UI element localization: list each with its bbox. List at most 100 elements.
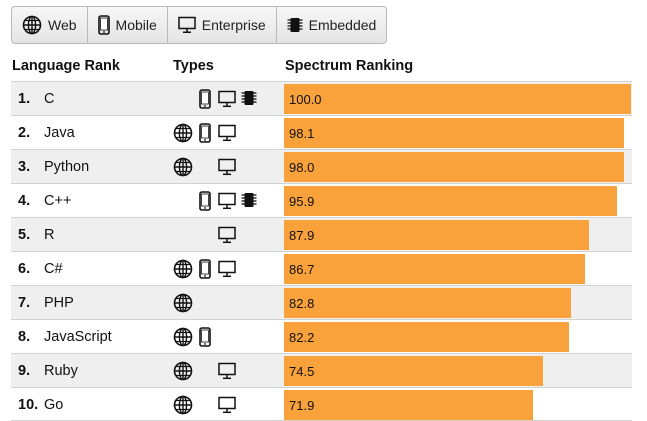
- globe-icon: [173, 123, 193, 143]
- table-row[interactable]: 9. Ruby 74.5: [11, 353, 632, 387]
- mobile-icon: [97, 15, 110, 35]
- globe-icon: [22, 15, 42, 35]
- chip-icon: [241, 89, 257, 107]
- filter-embedded-label: Embedded: [308, 17, 377, 33]
- filter-web-button[interactable]: Web: [12, 7, 88, 43]
- filter-embedded-button[interactable]: Embedded: [277, 7, 387, 43]
- rank-number: 9.: [18, 363, 31, 379]
- mobile-icon: [199, 327, 211, 347]
- table-row[interactable]: 6. C# 86.7: [11, 251, 632, 285]
- table-row[interactable]: 7. PHP 82.8: [11, 285, 632, 319]
- language-name: C++: [44, 193, 72, 209]
- rank-number: 5.: [18, 227, 31, 243]
- rank-number: 3.: [18, 159, 31, 175]
- globe-icon: [173, 259, 193, 279]
- type-icons: [171, 395, 281, 415]
- table-row[interactable]: 2. Java 98.1: [11, 115, 632, 149]
- spectrum-score: 86.7: [289, 262, 315, 277]
- globe-icon: [173, 327, 193, 347]
- table-row[interactable]: 1. C 100.0: [11, 81, 632, 115]
- ranking-table: 1. C 100.0 2. Java 98.1 3. Python 98.0 4. C++ 95.9 5…: [11, 81, 632, 421]
- globe-icon: [173, 293, 193, 313]
- type-icons: [171, 361, 281, 381]
- table-row[interactable]: 4. C++ 95.9: [11, 183, 632, 217]
- monitor-icon: [218, 158, 236, 176]
- globe-icon: [173, 157, 193, 177]
- monitor-icon: [218, 90, 236, 108]
- rank-number: 2.: [18, 125, 31, 141]
- filter-mobile-button[interactable]: Mobile: [88, 7, 168, 43]
- spectrum-score: 87.9: [289, 228, 315, 243]
- monitor-icon: [218, 192, 236, 210]
- filter-enterprise-button[interactable]: Enterprise: [168, 7, 277, 43]
- language-name: JavaScript: [44, 329, 112, 345]
- table-row[interactable]: 5. R 87.9: [11, 217, 632, 251]
- table-header: Language Rank Types Spectrum Ranking: [0, 58, 647, 80]
- filter-web-label: Web: [48, 17, 77, 33]
- type-icons: [171, 259, 281, 279]
- spectrum-bar: [284, 288, 572, 318]
- spectrum-bar: [284, 322, 570, 352]
- type-icons: [171, 191, 281, 211]
- rank-number: 8.: [18, 329, 31, 345]
- spectrum-score: 100.0: [289, 92, 322, 107]
- globe-icon: [173, 395, 193, 415]
- spectrum-score: 95.9: [289, 194, 315, 209]
- spectrum-bar: [284, 390, 534, 420]
- globe-icon: [173, 361, 193, 381]
- chip-icon: [241, 191, 257, 209]
- spectrum-bar: [284, 356, 543, 386]
- spectrum-bar: [284, 84, 631, 114]
- language-name: C: [44, 91, 55, 107]
- monitor-icon: [218, 124, 236, 142]
- table-row[interactable]: 10. Go 71.9: [11, 387, 632, 421]
- monitor-icon: [218, 260, 236, 278]
- language-name: Go: [44, 397, 64, 413]
- language-name: PHP: [44, 295, 74, 311]
- language-name: Ruby: [44, 363, 78, 379]
- monitor-icon: [178, 16, 196, 34]
- type-icons: [171, 157, 281, 177]
- mobile-icon: [199, 191, 211, 211]
- type-icons: [171, 225, 281, 245]
- type-filter-bar: Web Mobile Enterprise Embedded: [11, 6, 388, 44]
- spectrum-score: 74.5: [289, 364, 315, 379]
- type-icons: [171, 293, 281, 313]
- spectrum-bar: [284, 152, 625, 182]
- spectrum-score: 82.2: [289, 330, 315, 345]
- monitor-icon: [218, 362, 236, 380]
- language-name: Python: [44, 159, 90, 175]
- language-name: C#: [44, 261, 63, 277]
- spectrum-score: 98.1: [289, 126, 315, 141]
- monitor-icon: [218, 226, 236, 244]
- column-header-types: Types: [173, 58, 214, 74]
- column-header-spectrum-ranking: Spectrum Ranking: [285, 58, 414, 74]
- column-header-language-rank: Language Rank: [12, 58, 120, 74]
- spectrum-bar: [284, 254, 585, 284]
- spectrum-bar: [284, 186, 617, 216]
- mobile-icon: [199, 259, 211, 279]
- monitor-icon: [218, 396, 236, 414]
- spectrum-bar: [284, 220, 589, 250]
- spectrum-score: 71.9: [289, 398, 315, 413]
- mobile-icon: [199, 123, 211, 143]
- rank-number: 7.: [18, 295, 31, 311]
- rank-number: 6.: [18, 261, 31, 277]
- filter-enterprise-label: Enterprise: [201, 17, 266, 33]
- filter-mobile-label: Mobile: [115, 17, 157, 33]
- spectrum-bar: [284, 118, 625, 148]
- rank-number: 10.: [18, 397, 39, 413]
- rank-number: 4.: [18, 193, 31, 209]
- language-name: R: [44, 227, 55, 243]
- type-icons: [171, 123, 281, 143]
- chip-icon: [287, 16, 303, 34]
- spectrum-score: 82.8: [289, 296, 315, 311]
- mobile-icon: [199, 89, 211, 109]
- rank-number: 1.: [18, 91, 31, 107]
- type-icons: [171, 89, 281, 109]
- spectrum-score: 98.0: [289, 160, 315, 175]
- table-row[interactable]: 8. JavaScript 82.2: [11, 319, 632, 353]
- language-name: Java: [44, 125, 75, 141]
- table-row[interactable]: 3. Python 98.0: [11, 149, 632, 183]
- type-icons: [171, 327, 281, 347]
